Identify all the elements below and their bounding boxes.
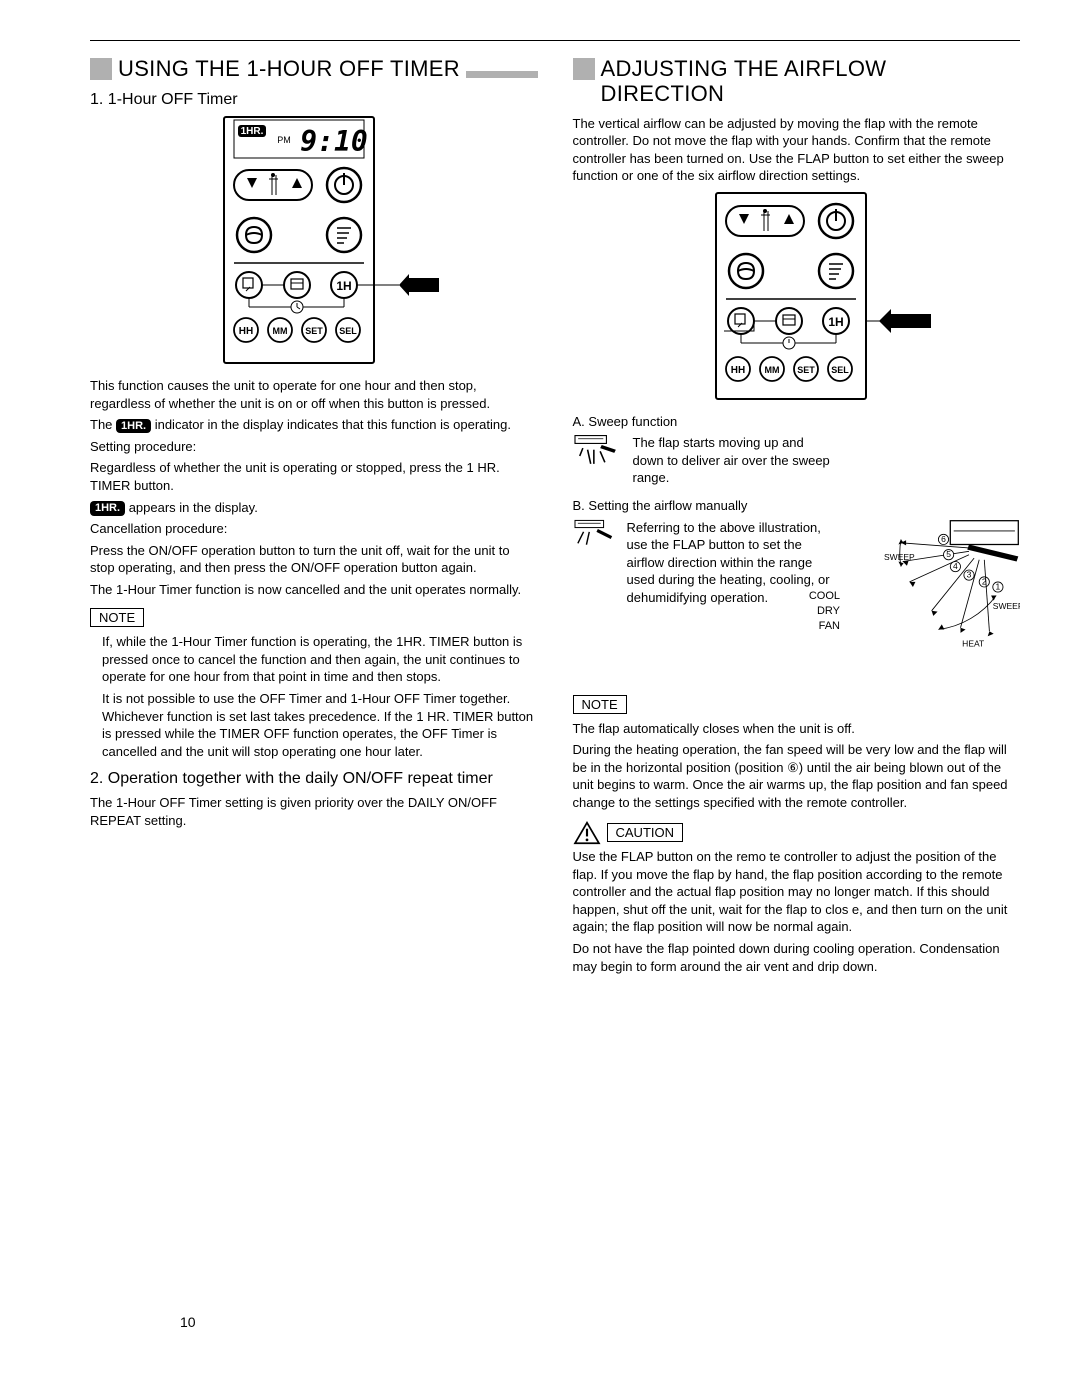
airflow-direction-diagram: 6 5 4 3 2 1 SWEEP bbox=[850, 519, 1020, 689]
note-p1: The flap automatically closes when the u… bbox=[573, 720, 1021, 738]
subheading-2: 2. Operation together with the daily ON/… bbox=[90, 770, 538, 788]
top-rule bbox=[90, 40, 1020, 41]
svg-text:SEL: SEL bbox=[831, 365, 849, 375]
svg-text:SET: SET bbox=[305, 326, 323, 336]
right-column: ADJUSTING THE AIRFLOW DIRECTION The vert… bbox=[573, 56, 1021, 979]
svg-text:SET: SET bbox=[797, 365, 815, 375]
header-block-icon-2 bbox=[573, 58, 595, 80]
svg-text:MM: MM bbox=[272, 326, 287, 336]
page-number: 10 bbox=[180, 1314, 196, 1330]
b-head: B. Setting the airflow manually bbox=[573, 497, 1021, 515]
p9: The 1-Hour OFF Timer setting is given pr… bbox=[90, 794, 538, 829]
svg-text:3: 3 bbox=[967, 569, 972, 579]
header-rule bbox=[466, 71, 538, 78]
svg-text:4: 4 bbox=[953, 561, 958, 571]
caution-content: Use the FLAP button on the remo te contr… bbox=[573, 848, 1021, 975]
remote-illustration-2: 1H HH MM SET SEL bbox=[573, 191, 1021, 401]
caution-box: CAUTION bbox=[607, 823, 684, 842]
note2: It is not possible to use the OFF Timer … bbox=[102, 690, 538, 760]
warning-icon bbox=[573, 821, 601, 845]
note-box-2: NOTE bbox=[573, 695, 627, 714]
header-title: USING THE 1-HOUR OFF TIMER bbox=[118, 56, 460, 81]
flow-b-wrap: Referring to the above illustration, use… bbox=[573, 519, 1021, 689]
p4: Regardless of whether the unit is operat… bbox=[90, 459, 538, 494]
note1: If, while the 1-Hour Timer function is o… bbox=[102, 633, 538, 686]
section-header-airflow: ADJUSTING THE AIRFLOW DIRECTION bbox=[573, 56, 1021, 107]
header-block-icon bbox=[90, 58, 112, 80]
left-column: USING THE 1-HOUR OFF TIMER 1. 1-Hour OFF… bbox=[90, 56, 538, 979]
p5b: appears in the display. bbox=[129, 500, 258, 515]
svg-text:PM: PM bbox=[277, 135, 291, 145]
remote-illustration-1: 1HR. PM 9:10 bbox=[90, 115, 538, 365]
b-text-wrap: Referring to the above illustration, use… bbox=[627, 519, 841, 635]
p1: This function causes the unit to operate… bbox=[90, 377, 538, 412]
p8: The 1-Hour Timer function is now cancell… bbox=[90, 581, 538, 599]
a-text: The flap starts moving up and down to de… bbox=[633, 434, 833, 487]
note-p2: During the heating operation, the fan sp… bbox=[573, 741, 1021, 811]
label-cool: COOL bbox=[809, 589, 840, 604]
indicator-badge-2: 1HR. bbox=[90, 501, 125, 516]
caution-row: CAUTION bbox=[573, 817, 1021, 848]
svg-text:1H: 1H bbox=[336, 279, 351, 293]
intro: The vertical airflow can be adjusted by … bbox=[573, 115, 1021, 185]
svg-text:9:10: 9:10 bbox=[300, 125, 367, 158]
section-header-timer: USING THE 1-HOUR OFF TIMER bbox=[90, 56, 538, 81]
svg-text:5: 5 bbox=[946, 549, 951, 559]
p2b: indicator in the display indicates that … bbox=[155, 417, 511, 432]
b-text: Referring to the above illustration, use… bbox=[627, 520, 830, 605]
header-title-2: ADJUSTING THE AIRFLOW DIRECTION bbox=[601, 56, 1015, 107]
p6: Cancellation procedure: bbox=[90, 520, 538, 538]
note-box-1: NOTE bbox=[90, 608, 144, 627]
svg-text:HH: HH bbox=[239, 326, 253, 337]
svg-text:HH: HH bbox=[731, 365, 745, 376]
label-fan: FAN bbox=[809, 619, 840, 634]
svg-text:1H: 1H bbox=[829, 315, 844, 329]
sweep-row: The flap starts moving up and down to de… bbox=[573, 434, 1021, 487]
svg-text:6: 6 bbox=[941, 533, 946, 543]
svg-text:SWEEP: SWEEP bbox=[993, 601, 1020, 611]
p2: The 1HR. indicator in the display indica… bbox=[90, 416, 538, 434]
label-dry: DRY bbox=[809, 604, 840, 619]
p2a: The bbox=[90, 417, 116, 432]
subheading-1: 1. 1-Hour OFF Timer bbox=[90, 91, 538, 109]
p7: Press the ON/OFF operation button to tur… bbox=[90, 542, 538, 577]
note-content-1: If, while the 1-Hour Timer function is o… bbox=[102, 633, 538, 760]
caution-p1: Use the FLAP button on the remo te contr… bbox=[573, 848, 1021, 936]
svg-text:MM: MM bbox=[765, 365, 780, 375]
svg-text:SEL: SEL bbox=[339, 326, 357, 336]
manual-icon bbox=[573, 519, 617, 559]
svg-text:SWEEP: SWEEP bbox=[884, 551, 915, 561]
p3: Setting procedure: bbox=[90, 438, 538, 456]
indicator-badge-1: 1HR. bbox=[116, 419, 151, 434]
p5: 1HR. appears in the display. bbox=[90, 499, 538, 517]
a-head: A. Sweep function bbox=[573, 413, 1021, 431]
svg-text:1HR.: 1HR. bbox=[240, 126, 263, 137]
svg-text:HEAT: HEAT bbox=[962, 638, 984, 648]
svg-text:1: 1 bbox=[996, 581, 1001, 591]
caution-p2: Do not have the flap pointed down during… bbox=[573, 940, 1021, 975]
note-content-2: The flap automatically closes when the u… bbox=[573, 720, 1021, 812]
sweep-icon bbox=[573, 434, 621, 478]
